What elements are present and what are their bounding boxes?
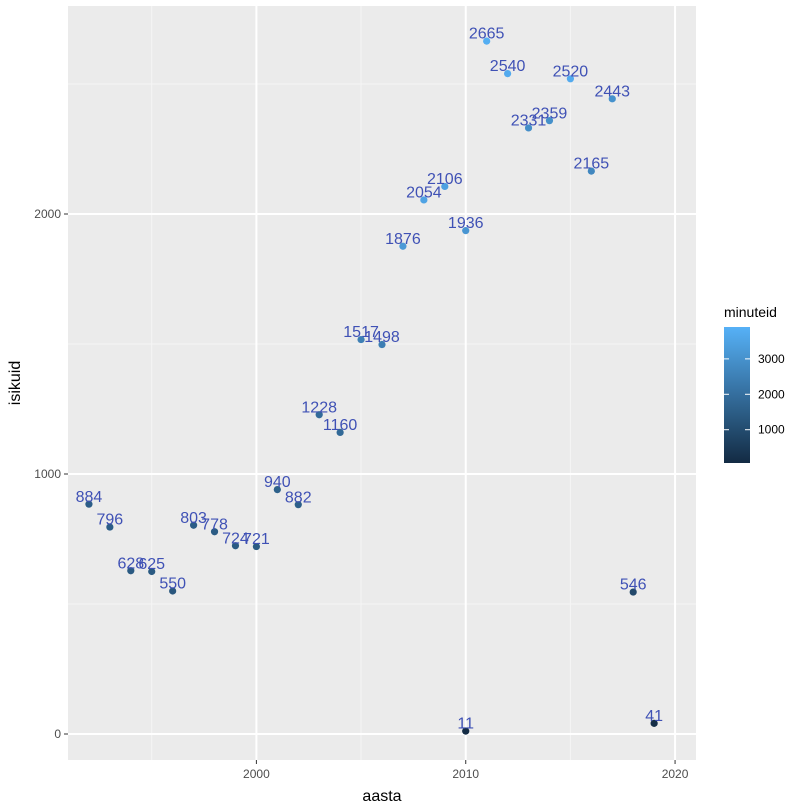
data-label: 1517 — [343, 324, 379, 341]
legend-title: minuteid — [724, 304, 777, 320]
data-label: 724 — [222, 530, 249, 547]
data-point — [483, 37, 491, 45]
legend-ticks: 1000 2000 3000 — [724, 352, 785, 437]
data-label: 2359 — [532, 105, 568, 122]
data-label: 1160 — [323, 417, 358, 434]
data-point — [462, 727, 470, 735]
data-label: 940 — [264, 474, 291, 491]
data-points — [85, 37, 658, 735]
data-label: 2520 — [553, 63, 589, 80]
data-point — [650, 719, 658, 727]
data-point — [587, 167, 595, 175]
y-tick-label: 1000 — [34, 467, 61, 481]
major-gridlines — [68, 6, 696, 760]
data-point — [566, 75, 575, 83]
data-point — [357, 335, 365, 344]
data-point — [210, 528, 219, 536]
data-point — [629, 588, 637, 596]
data-label: 2054 — [406, 185, 442, 202]
data-label: 803 — [180, 510, 207, 527]
x-axis-title: aasta — [362, 788, 401, 805]
data-label: 2443 — [594, 83, 630, 100]
data-point — [294, 501, 302, 509]
data-point — [608, 95, 616, 103]
data-label: 625 — [138, 556, 165, 573]
data-point — [273, 486, 281, 494]
x-tick-label: 2010 — [452, 767, 479, 781]
data-label: 2540 — [490, 58, 526, 75]
legend-colorbar — [724, 327, 750, 463]
data-point — [462, 227, 470, 235]
y-tick-label: 2000 — [34, 207, 61, 221]
data-point — [399, 242, 407, 250]
y-axis-title: isikuid — [7, 361, 24, 405]
data-label: 41 — [645, 708, 663, 725]
y-tick-label: 0 — [54, 727, 61, 741]
data-label: 1936 — [448, 215, 484, 232]
data-label: 628 — [117, 555, 144, 572]
data-label: 2331 — [511, 113, 547, 130]
data-point — [190, 521, 198, 529]
data-label: 550 — [159, 576, 186, 593]
data-point — [252, 542, 260, 551]
data-label: 884 — [76, 489, 103, 506]
data-point — [524, 124, 533, 132]
data-label: 11 — [457, 716, 474, 733]
data-point — [85, 500, 93, 508]
legend-tick-label: 3000 — [758, 352, 785, 366]
data-point — [420, 196, 428, 204]
data-label: 1228 — [301, 399, 337, 416]
color-legend: minuteid 1000 2000 3000 — [724, 304, 785, 463]
data-label: 721 — [243, 531, 270, 548]
data-point — [231, 542, 240, 550]
data-label: 796 — [97, 512, 124, 529]
data-label: 778 — [201, 516, 228, 533]
x-axis-ticks: 2000 2010 2020 — [243, 760, 689, 781]
data-point — [545, 117, 554, 125]
data-label: 546 — [620, 577, 647, 594]
legend-tick-label: 2000 — [758, 387, 785, 401]
data-point — [169, 587, 177, 595]
data-point — [106, 523, 114, 531]
data-label: 882 — [285, 489, 312, 506]
data-point — [148, 567, 156, 576]
x-tick-label: 2020 — [662, 767, 689, 781]
data-label: 1498 — [364, 329, 400, 346]
data-point — [315, 411, 323, 419]
data-point — [378, 340, 386, 349]
data-label: 2165 — [574, 156, 610, 173]
data-label: 2106 — [427, 171, 463, 188]
legend-tick-label: 1000 — [758, 423, 785, 437]
data-point — [504, 70, 512, 78]
data-point — [441, 182, 449, 191]
data-label: 2665 — [469, 26, 505, 43]
data-label: 1876 — [385, 231, 421, 248]
data-point — [127, 567, 135, 575]
y-axis-ticks: 0 1000 2000 — [34, 207, 68, 741]
x-tick-label: 2000 — [243, 767, 270, 781]
data-point — [336, 428, 344, 436]
plot-panel — [68, 6, 696, 760]
